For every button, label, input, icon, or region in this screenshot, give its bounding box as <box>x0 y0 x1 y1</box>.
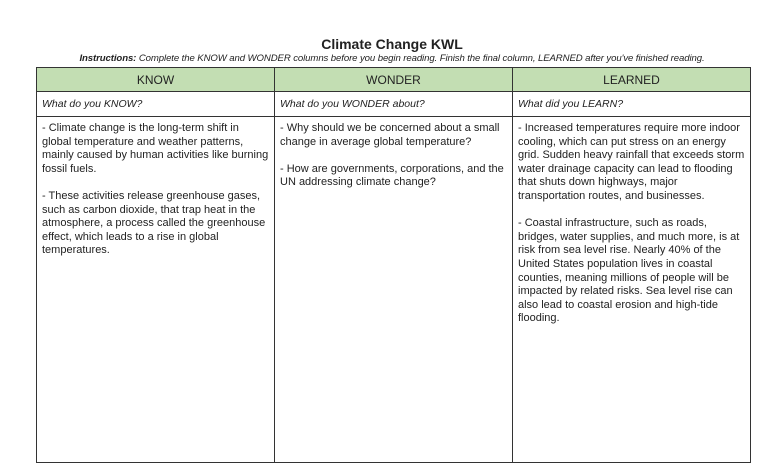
learned-cell[interactable]: - Increased temperatures require more in… <box>512 116 751 463</box>
header-learned: LEARNED <box>512 67 751 92</box>
content-row: - Climate change is the long-term shift … <box>36 116 751 463</box>
learned-entry: - Increased temperatures require more in… <box>518 122 745 202</box>
know-entry: - Climate change is the long-term shift … <box>42 122 269 175</box>
prompt-wonder: What do you WONDER about? <box>274 91 513 117</box>
header-wonder: WONDER <box>274 67 513 92</box>
learned-entry: - Coastal infrastructure, such as roads,… <box>518 217 740 325</box>
instructions-label: Instructions: <box>79 53 137 64</box>
prompt-know: What do you KNOW? <box>36 91 275 117</box>
instructions: Instructions: Complete the KNOW and WOND… <box>0 53 784 64</box>
prompt-row: What do you KNOW? What do you WONDER abo… <box>36 91 751 117</box>
wonder-entry: - How are governments, corporations, and… <box>280 162 504 189</box>
header-know: KNOW <box>36 67 275 92</box>
prompt-learned: What did you LEARN? <box>512 91 751 117</box>
wonder-cell[interactable]: - Why should we be concerned about a sma… <box>274 116 513 463</box>
kwl-table: KNOW WONDER LEARNED What do you KNOW? Wh… <box>36 67 751 463</box>
instructions-text: Complete the KNOW and WONDER columns bef… <box>136 53 705 64</box>
page-title: Climate Change KWL <box>321 36 463 52</box>
header-row: KNOW WONDER LEARNED <box>36 67 751 92</box>
wonder-entry: - Why should we be concerned about a sma… <box>280 122 500 148</box>
know-entry: - These activities release greenhouse ga… <box>42 189 266 257</box>
know-cell[interactable]: - Climate change is the long-term shift … <box>36 116 275 463</box>
